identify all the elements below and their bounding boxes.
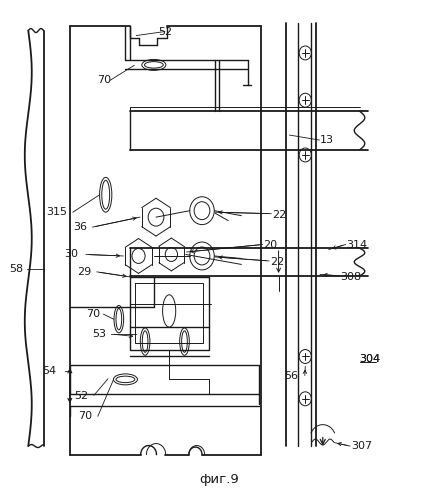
Text: 29: 29 [77,267,91,277]
Text: 54: 54 [42,366,56,376]
Text: фиг.9: фиг.9 [199,473,239,486]
Text: 314: 314 [346,240,367,250]
Text: 53: 53 [92,329,106,339]
Text: 304: 304 [359,354,380,364]
Text: 70: 70 [97,75,111,85]
Text: 70: 70 [86,309,100,319]
Text: 304: 304 [359,354,380,364]
Text: 20: 20 [263,240,277,250]
Text: 315: 315 [46,207,67,217]
Text: 308: 308 [339,272,360,282]
Text: 52: 52 [74,391,88,401]
Text: 22: 22 [269,257,283,267]
Text: 56: 56 [284,371,297,381]
Text: 36: 36 [73,222,87,232]
Text: 13: 13 [319,135,333,145]
Text: 70: 70 [78,411,92,421]
Text: 58: 58 [10,264,24,274]
Text: 307: 307 [350,441,371,451]
Text: 30: 30 [64,250,78,259]
Text: 52: 52 [158,26,172,36]
Text: 22: 22 [272,210,286,220]
